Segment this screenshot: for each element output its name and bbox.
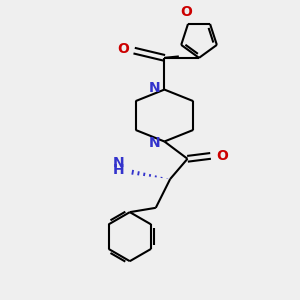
Text: O: O [181,5,193,19]
Text: O: O [216,149,228,163]
Text: N: N [148,136,160,150]
Text: H: H [112,163,124,177]
Text: O: O [117,42,129,56]
Text: N: N [148,81,160,95]
Text: N: N [112,155,124,170]
